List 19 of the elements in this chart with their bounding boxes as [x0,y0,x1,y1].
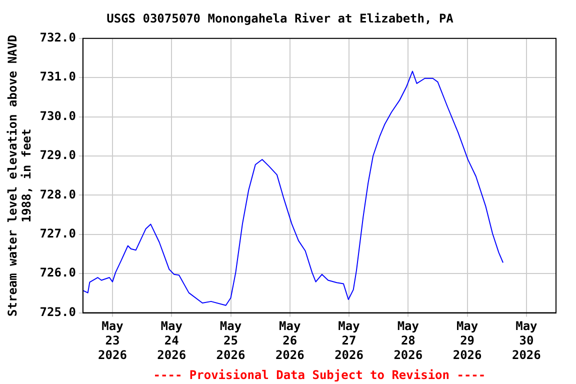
y-tick-label: 732.0 [40,30,76,45]
x-tick-label: May 27 2026 [334,319,364,362]
y-axis-title: Stream water level elevation above NAVD 1988, in feet [5,34,34,316]
y-tick-label: 729.0 [40,148,76,162]
y-tick-label: 727.0 [40,226,76,241]
chart-title: USGS 03075070 Monongahela River at Elizabeth, PA [106,11,454,26]
x-tick-label: May 25 2026 [216,319,246,362]
x-tick-label: May 28 2026 [394,319,423,362]
x-tick-label: May 23 2026 [98,319,127,362]
y-tick-label: 730.0 [40,108,76,123]
x-tick-label: May 29 2026 [452,319,482,362]
x-tick-label: May 26 2026 [275,319,304,362]
text: ---- Provisional Data Subject to Revision ---- [153,368,486,382]
y-tick-label: 725.0 [40,304,76,319]
y-tick-label: 726.0 [40,266,76,280]
x-tick-label: May 24 2026 [157,319,186,362]
x-tick-label: May 30 2026 [512,319,541,362]
y-tick-label: 731.0 [40,70,76,84]
y-tick-label: 728.0 [40,187,76,202]
